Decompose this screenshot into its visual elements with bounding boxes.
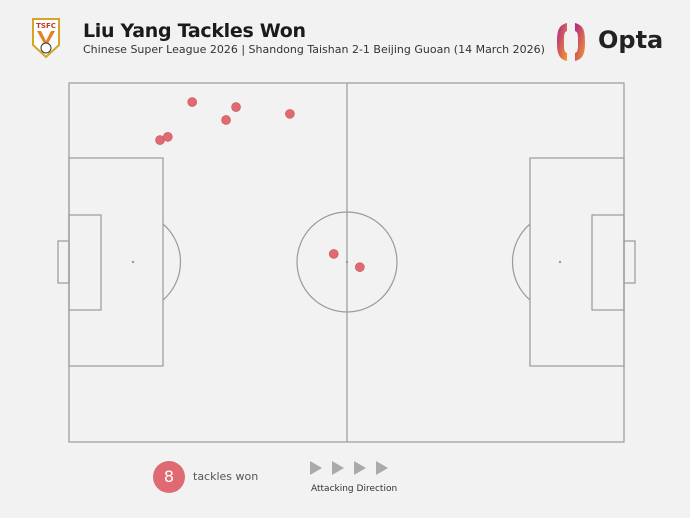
tackle-point bbox=[221, 115, 231, 125]
chart-title: Liu Yang Tackles Won bbox=[83, 20, 306, 42]
tackle-count-label: tackles won bbox=[193, 470, 259, 483]
tackle-point bbox=[285, 109, 295, 119]
left-penalty-arc bbox=[162, 223, 182, 301]
tackle-point bbox=[355, 262, 365, 272]
tackle-point bbox=[162, 132, 173, 142]
opta-wordmark: Opta bbox=[598, 26, 664, 54]
left-penalty-box bbox=[68, 157, 164, 367]
attacking-direction-label: Attacking Direction bbox=[311, 484, 398, 494]
right-goal bbox=[623, 240, 636, 284]
center-circle bbox=[296, 211, 398, 313]
tackle-point bbox=[328, 249, 339, 259]
club-badge-icon: TSFC bbox=[32, 18, 60, 59]
right-penalty-spot bbox=[558, 260, 562, 264]
tackle-count-marker: 8 bbox=[153, 461, 185, 493]
left-six-yard-box bbox=[68, 214, 102, 311]
right-penalty-box bbox=[529, 157, 625, 367]
attacking-direction-arrows-icon bbox=[310, 461, 388, 475]
tackle-point bbox=[231, 102, 241, 112]
right-six-yard-box bbox=[591, 214, 625, 311]
tackle-point bbox=[187, 97, 198, 107]
chart-subtitle: Chinese Super League 2026 | Shandong Tai… bbox=[83, 43, 545, 56]
left-goal bbox=[57, 240, 70, 284]
left-penalty-spot bbox=[131, 260, 135, 264]
right-penalty-arc bbox=[511, 223, 531, 301]
center-spot bbox=[345, 260, 349, 264]
svg-text:TSFC: TSFC bbox=[36, 22, 56, 30]
opta-logo-icon bbox=[557, 23, 585, 61]
